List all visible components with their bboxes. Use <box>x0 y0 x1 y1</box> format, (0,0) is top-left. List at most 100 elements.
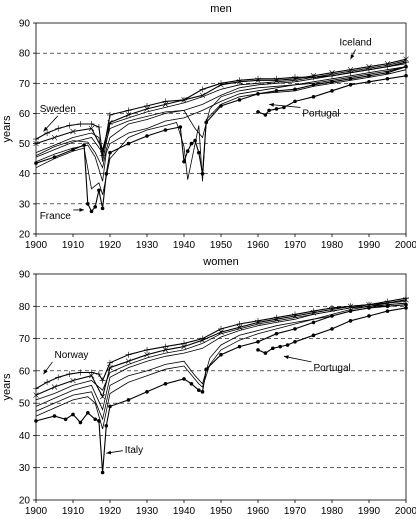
data-point <box>162 347 169 353</box>
annotation-label: Portugal <box>302 108 339 119</box>
data-point <box>273 75 280 82</box>
x-tick-label: 1960 <box>247 506 270 517</box>
annotation-label: Italy <box>125 445 143 456</box>
series-line <box>35 304 407 473</box>
data-point <box>267 108 271 113</box>
data-point <box>404 306 408 310</box>
data-point <box>162 98 169 105</box>
data-point <box>182 377 186 381</box>
annotation-arrowhead <box>79 208 85 212</box>
data-point <box>178 125 183 129</box>
data-point <box>311 333 316 338</box>
series-line <box>35 66 407 213</box>
x-tick-label: 2000 <box>395 506 416 517</box>
data-point <box>271 346 275 351</box>
data-point <box>88 372 95 379</box>
y-tick-label: 50 <box>19 139 31 150</box>
annotation-arrow <box>269 103 301 108</box>
data-point <box>108 404 112 409</box>
data-point <box>285 343 290 347</box>
x-tick-label: 1990 <box>358 506 381 517</box>
data-point <box>71 412 75 417</box>
y-tick-label: 30 <box>19 199 31 210</box>
series-line <box>35 63 407 169</box>
annotation-arrowhead <box>269 102 274 107</box>
x-tick-label: 1970 <box>284 240 307 251</box>
data-point <box>100 206 105 211</box>
y-tick-label: 70 <box>19 79 31 90</box>
annotation-arrowhead <box>283 355 289 360</box>
data-point <box>144 106 150 112</box>
x-tick-label: 1920 <box>99 506 122 517</box>
data-point <box>385 309 390 313</box>
data-point <box>282 105 286 110</box>
series-line <box>35 299 407 399</box>
series-line <box>35 69 407 195</box>
data-point <box>126 141 131 146</box>
data-point <box>51 384 58 390</box>
data-point <box>263 113 268 117</box>
data-point <box>255 77 261 83</box>
data-point <box>99 393 106 400</box>
x-tick-label: 1910 <box>62 240 85 251</box>
data-point <box>274 331 279 336</box>
y-tick-label: 20 <box>19 230 31 241</box>
data-point <box>34 419 38 423</box>
data-point <box>88 125 95 132</box>
data-point <box>55 125 62 132</box>
y-tick-label: 90 <box>19 19 31 30</box>
x-tick-label: 1940 <box>173 240 196 251</box>
y-tick-label: 80 <box>19 49 31 60</box>
data-point <box>330 327 334 331</box>
y-tick-label: 60 <box>19 109 31 120</box>
data-point <box>181 340 187 347</box>
data-point <box>107 364 113 371</box>
data-point <box>95 371 102 378</box>
data-point <box>77 369 84 376</box>
y-tick-label: 70 <box>19 334 31 345</box>
annotation-label: Iceland <box>339 38 371 49</box>
x-tick-label: 1960 <box>247 240 270 251</box>
x-tick-label: 1980 <box>321 506 344 517</box>
x-tick-label: 1900 <box>25 506 48 517</box>
data-point <box>78 420 83 425</box>
series-line <box>35 60 407 162</box>
data-point <box>144 102 150 109</box>
chart-title: women <box>202 256 238 268</box>
data-point <box>367 79 371 84</box>
x-tick-label: 1930 <box>136 506 159 517</box>
data-point <box>108 150 112 155</box>
data-point <box>189 381 194 386</box>
data-point <box>236 79 243 85</box>
data-point <box>163 381 168 386</box>
data-point <box>89 209 94 214</box>
data-point <box>218 82 224 88</box>
data-point <box>185 149 190 153</box>
y-tick-label: 40 <box>19 169 31 180</box>
data-point <box>125 112 132 118</box>
series-line <box>35 302 407 430</box>
data-point <box>86 202 90 206</box>
data-point <box>144 346 150 353</box>
data-point <box>33 136 39 143</box>
x-tick-label: 1950 <box>210 506 233 517</box>
annotation-label: Portugal <box>314 363 351 374</box>
data-point <box>34 161 38 165</box>
series-line <box>35 299 407 401</box>
data-point <box>367 314 371 318</box>
data-point <box>44 379 51 386</box>
data-point <box>44 130 51 137</box>
y-tick-label: 20 <box>19 496 31 507</box>
data-point <box>237 98 242 102</box>
x-tick-label: 1950 <box>210 240 233 251</box>
data-point <box>330 79 334 84</box>
data-point <box>107 111 113 118</box>
data-point <box>100 470 105 475</box>
data-point <box>256 340 260 344</box>
data-point <box>200 390 205 394</box>
y-axis-label: years <box>1 373 13 400</box>
data-point <box>51 134 58 141</box>
x-tick-label: 1980 <box>321 240 344 251</box>
series-line <box>35 58 407 152</box>
data-point <box>86 411 90 415</box>
